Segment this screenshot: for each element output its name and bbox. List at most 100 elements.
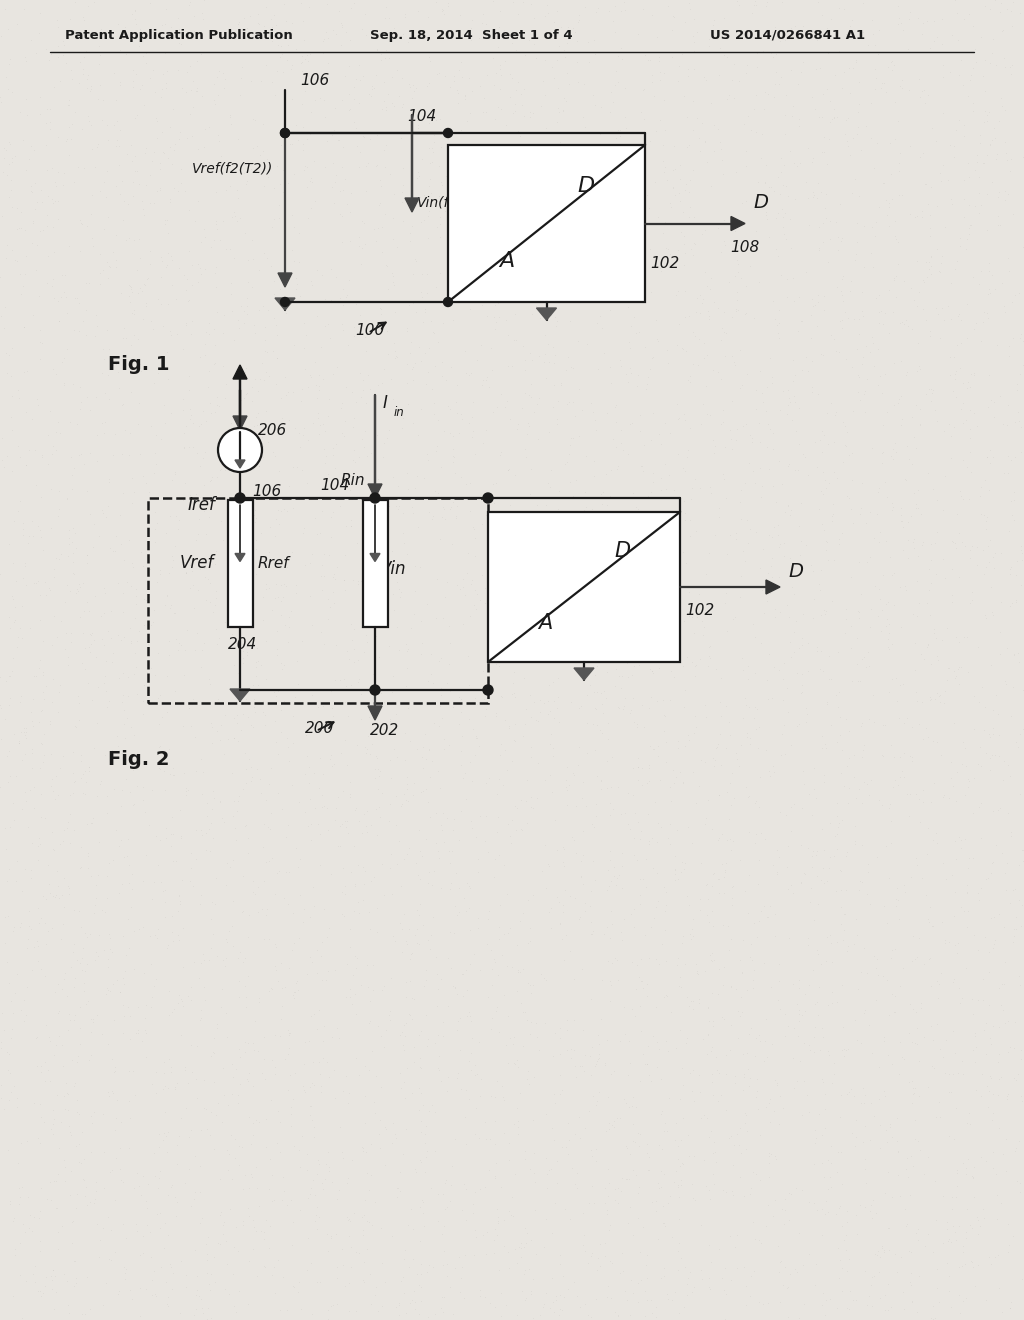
Point — [31, 1127, 47, 1148]
Point — [525, 8, 542, 29]
Point — [516, 1002, 532, 1023]
Point — [191, 558, 208, 579]
Point — [213, 714, 229, 735]
Point — [20, 928, 37, 949]
Point — [426, 403, 442, 424]
Point — [708, 659, 724, 680]
Point — [591, 1047, 607, 1068]
Point — [95, 172, 112, 193]
Point — [48, 1197, 65, 1218]
Point — [847, 249, 863, 271]
Point — [493, 78, 509, 99]
Point — [688, 792, 705, 813]
Point — [583, 1064, 599, 1085]
Point — [862, 616, 879, 638]
Point — [245, 717, 261, 738]
Point — [223, 114, 240, 135]
Point — [699, 345, 716, 366]
Point — [275, 182, 292, 203]
Point — [904, 407, 921, 428]
Point — [529, 556, 546, 577]
Point — [787, 420, 804, 441]
Point — [340, 55, 356, 77]
Point — [217, 388, 233, 409]
Point — [158, 73, 174, 94]
Point — [525, 33, 542, 54]
Point — [751, 909, 767, 931]
Point — [630, 1208, 646, 1229]
Point — [678, 341, 694, 362]
Point — [912, 413, 929, 434]
Point — [772, 1085, 788, 1106]
Point — [538, 578, 554, 599]
Point — [421, 46, 437, 67]
Point — [537, 834, 553, 855]
Point — [7, 570, 24, 591]
Point — [139, 1197, 156, 1218]
Point — [887, 770, 903, 791]
Point — [441, 680, 458, 701]
Point — [103, 941, 120, 962]
Point — [181, 103, 198, 124]
Point — [380, 595, 396, 616]
Point — [718, 1063, 734, 1084]
Point — [504, 355, 520, 376]
Point — [381, 420, 397, 441]
Point — [536, 968, 552, 989]
Point — [859, 883, 876, 904]
Point — [759, 590, 775, 611]
Point — [625, 1283, 641, 1304]
Point — [634, 694, 650, 715]
Point — [147, 502, 164, 523]
Point — [109, 224, 125, 246]
Point — [890, 111, 906, 132]
Point — [970, 1254, 986, 1275]
Point — [711, 1063, 727, 1084]
Point — [125, 795, 141, 816]
Point — [725, 1184, 741, 1205]
Point — [884, 492, 900, 513]
Point — [90, 865, 106, 886]
Point — [681, 1146, 697, 1167]
Point — [955, 412, 972, 433]
Text: 100: 100 — [355, 323, 384, 338]
Point — [351, 1242, 368, 1263]
Point — [226, 330, 243, 351]
Point — [398, 1057, 415, 1078]
Point — [827, 65, 844, 86]
Point — [815, 424, 831, 445]
Point — [130, 41, 146, 62]
Point — [73, 768, 89, 789]
Point — [709, 738, 725, 759]
Point — [345, 570, 361, 591]
Point — [951, 1216, 968, 1237]
Point — [585, 850, 601, 871]
Point — [628, 1096, 644, 1117]
Point — [641, 1159, 657, 1180]
Point — [900, 529, 916, 550]
Point — [573, 236, 590, 257]
Point — [999, 446, 1016, 467]
Point — [456, 1287, 472, 1308]
Point — [462, 275, 478, 296]
Point — [641, 1064, 657, 1085]
Point — [978, 1043, 994, 1064]
Point — [824, 506, 841, 527]
Point — [722, 420, 738, 441]
Point — [148, 1204, 165, 1225]
Point — [574, 845, 591, 866]
Point — [326, 120, 342, 141]
Point — [663, 197, 679, 218]
Point — [471, 960, 487, 981]
Point — [981, 961, 997, 982]
Point — [617, 1168, 634, 1189]
Point — [677, 12, 693, 33]
Point — [655, 135, 672, 156]
Point — [601, 0, 617, 21]
Point — [842, 1280, 858, 1302]
Point — [966, 718, 982, 739]
Point — [872, 620, 889, 642]
Point — [714, 824, 730, 845]
Point — [456, 231, 472, 252]
Point — [1007, 482, 1023, 503]
